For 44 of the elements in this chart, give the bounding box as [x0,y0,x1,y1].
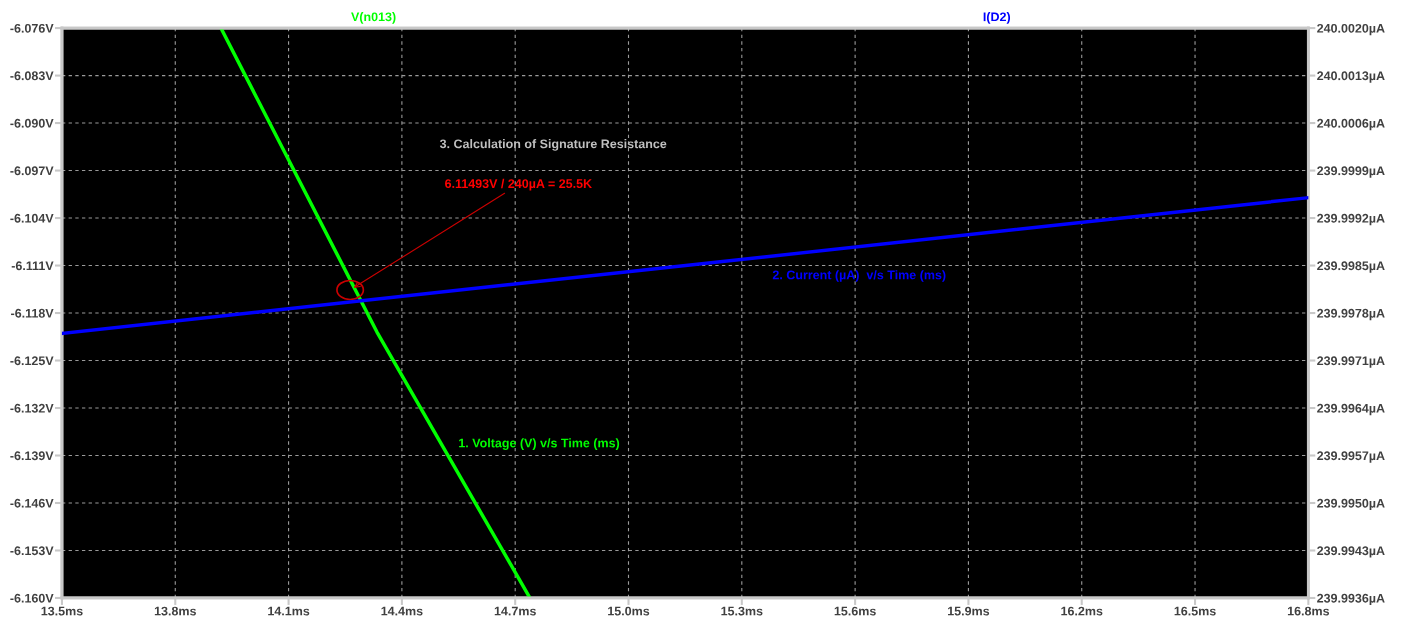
x-tick-label: 15.9ms [948,606,990,616]
y2-tick-label: 240.0020µA [1317,23,1385,36]
annotation: 3. Calculation of Signature Resistance [439,139,667,151]
y-tick-label: -6.111V [11,261,54,271]
annotation: 2. Current (µA) v/s Time (ms) [772,270,946,282]
y-tick-label: -6.076V [10,23,54,33]
y2-tick-label: 239.9978µA [1317,308,1385,321]
y2-tick-label: 239.9992µA [1317,213,1385,226]
y-tick-label: -6.104V [10,213,54,223]
y2-tick-label: 239.9985µA [1317,261,1385,273]
y-tick-label: -6.160V [10,593,54,603]
y2-tick-label: 239.9943µA [1317,546,1385,558]
x-tick-label: 15.0ms [608,606,650,616]
x-tick-label: 14.4ms [381,606,423,616]
x-tick-label: 16.2ms [1061,606,1103,616]
y-tick-label: -6.083V [10,71,54,81]
y-tick-label: -6.090V [10,118,54,128]
y2-tick-label: 239.9957µA [1317,451,1385,463]
x-tick-label: 16.8ms [1287,606,1330,616]
y2-tick-label: 239.9936µA [1317,593,1385,606]
y-tick-label: -6.139V [10,451,54,461]
annotation: 6.11493V / 240µA = 25.5K [445,178,592,191]
x-tick-label: 14.7ms [494,606,536,616]
y-tick-label: -6.146V [10,498,54,508]
y-tick-label: -6.097V [10,166,54,176]
y-tick-label: -6.125V [10,356,54,366]
x-tick-label: 14.1ms [268,606,310,616]
text: V(n013) [351,12,396,24]
y-tick-label: -6.118V [11,308,54,318]
text: I(D2) [983,12,1011,24]
y-tick-label: -6.153V [10,546,54,556]
annotation: 1. Voltage (V) v/s Time (ms) [459,438,620,450]
x-tick-label: 13.5ms [41,606,83,616]
y2-tick-label: 239.9999µA [1317,166,1385,178]
x-tick-label: 16.5ms [1174,606,1216,616]
y2-tick-label: 240.0013µA [1317,71,1385,83]
y2-tick-label: 240.0006µA [1317,118,1385,131]
y2-tick-label: 239.9971µA [1317,356,1385,368]
y-tick-label: -6.132V [10,403,54,413]
y2-tick-label: 239.9964µA [1317,403,1385,416]
x-tick-label: 13.8ms [154,606,196,616]
y2-tick-label: 239.9950µA [1317,498,1385,511]
x-tick-label: 15.6ms [834,606,876,616]
x-tick-label: 15.3ms [721,606,763,616]
